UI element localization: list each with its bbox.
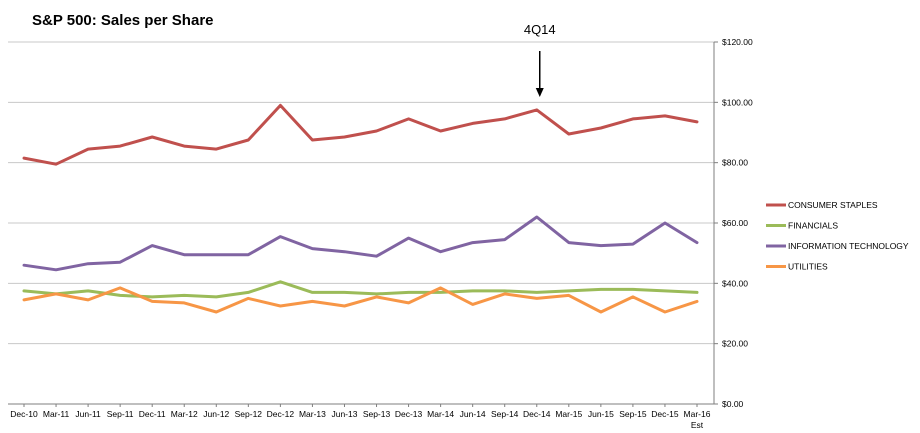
- legend-label: UTILITIES: [788, 262, 828, 272]
- x-tick-label: Mar-13: [299, 409, 326, 419]
- x-tick-label: Mar-14: [427, 409, 454, 419]
- x-tick-label: Dec-12: [267, 409, 295, 419]
- x-axis: Dec-10 Mar-11 Jun-11 Sep-11 Dec-11 Mar-12 Jun-…: [10, 404, 711, 430]
- x-tick-label: Mar-11: [43, 409, 70, 419]
- y-tick-label: $80.00: [722, 158, 748, 168]
- legend-label: CONSUMER STAPLES: [788, 200, 878, 210]
- x-tick-sublabel: Est: [691, 420, 704, 430]
- legend-label: FINANCIALS: [788, 221, 838, 231]
- x-tick-label: Jun-12: [203, 409, 229, 419]
- annotation-label: 4Q14: [524, 22, 556, 37]
- y-tick-label: $20.00: [722, 339, 748, 349]
- series-line: [22, 103, 699, 166]
- x-tick-label: Sep-15: [619, 409, 647, 419]
- x-tick-label: Sep-12: [235, 409, 263, 419]
- x-tick-label: Mar-15: [555, 409, 582, 419]
- x-tick-label: Sep-14: [491, 409, 519, 419]
- y-tick-label: $100.00: [722, 97, 753, 107]
- x-tick-label: Sep-13: [363, 409, 391, 419]
- x-tick-label: Dec-14: [523, 409, 551, 419]
- y-tick-label: $120.00: [722, 37, 753, 47]
- x-tick-label: Jun-13: [331, 409, 357, 419]
- x-tick-label: Mar-16: [684, 409, 711, 419]
- x-tick-label: Dec-11: [139, 409, 166, 419]
- annotation: 4Q14: [524, 22, 556, 97]
- y-tick-label: $0.00: [722, 399, 744, 409]
- series-lines: [22, 103, 699, 314]
- gridlines: [8, 41, 714, 405]
- chart-title: S&P 500: Sales per Share: [32, 12, 214, 29]
- legend: CONSUMER STAPLES FINANCIALS INFORMATION TE…: [766, 200, 909, 272]
- x-tick-label: Sep-11: [107, 409, 134, 419]
- y-tick-label: $40.00: [722, 278, 748, 288]
- legend-label: INFORMATION TECHNOLOGY: [788, 241, 909, 251]
- x-tick-label: Mar-12: [171, 409, 198, 419]
- x-tick-label: Jun-14: [460, 409, 486, 419]
- x-tick-label: Dec-13: [395, 409, 423, 419]
- x-tick-label: Jun-15: [588, 409, 614, 419]
- x-tick-label: Jun-11: [75, 409, 101, 419]
- series-line: [22, 286, 699, 314]
- x-tick-label: Dec-10: [10, 409, 38, 419]
- series-line: [22, 215, 699, 272]
- y-tick-label: $60.00: [722, 218, 748, 228]
- annotation-arrow-head: [535, 88, 544, 97]
- x-tick-label: Dec-15: [651, 409, 679, 419]
- y-axis: $0.00 $20.00 $40.00 $60.00 $80.00 $100.00 $120…: [713, 37, 753, 409]
